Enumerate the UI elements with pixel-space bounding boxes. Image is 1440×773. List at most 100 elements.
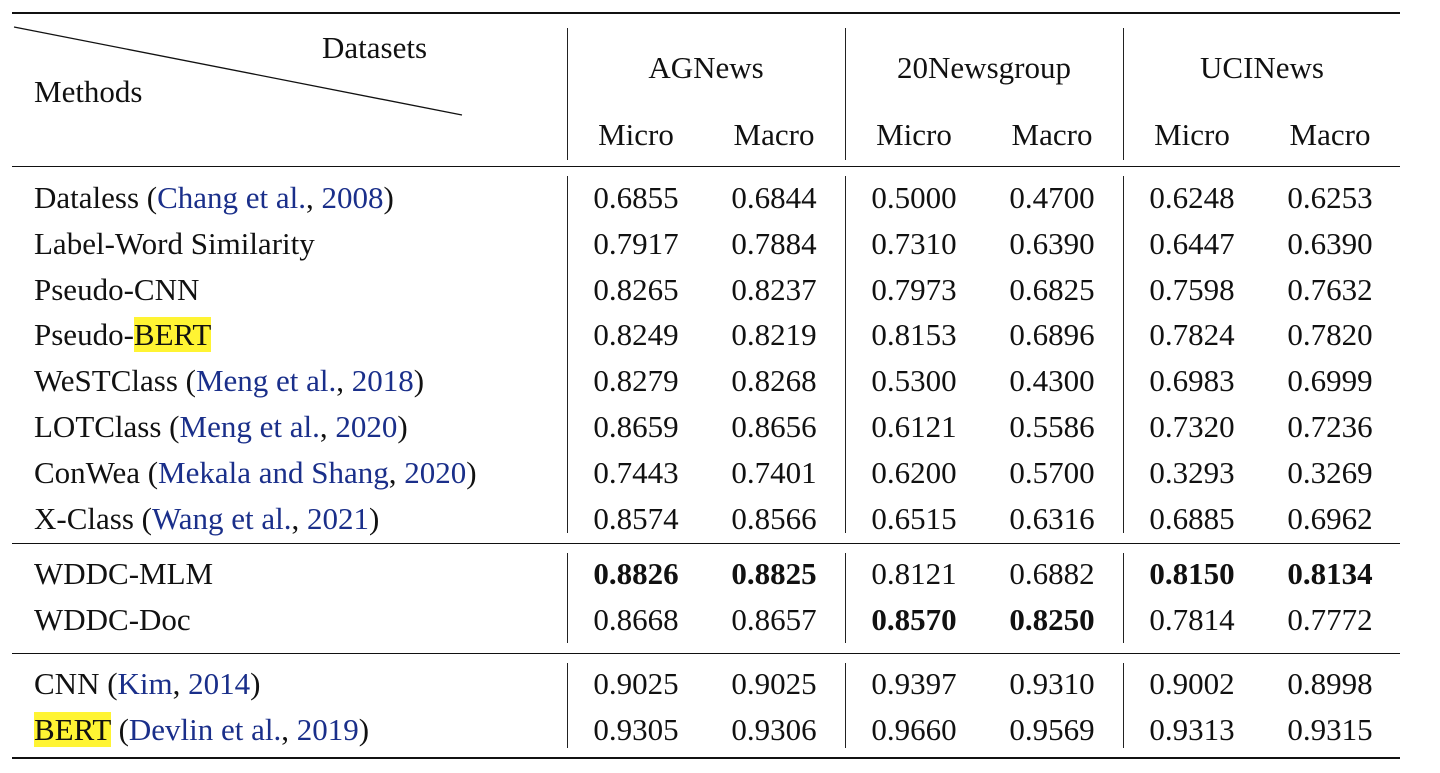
- citation-link[interactable]: 2020: [335, 409, 398, 444]
- score-cell: 0.7772: [1287, 601, 1373, 637]
- citation-link[interactable]: Meng et al.: [195, 363, 337, 399]
- citation-link[interactable]: Meng et al.: [179, 409, 320, 444]
- method-text: ,: [336, 363, 352, 399]
- top-rule: [12, 12, 1400, 14]
- score-cell: 0.6882: [1009, 556, 1095, 591]
- corner-methods-label: Methods: [34, 74, 143, 109]
- method-text: ,: [319, 409, 336, 444]
- highlighted-text: BERT: [34, 711, 111, 747]
- score-cell: 0.6447: [1149, 225, 1235, 261]
- score-cell: 0.5000: [871, 180, 957, 215]
- score-cell: 0.6885: [1149, 500, 1235, 536]
- method-text: (: [110, 711, 129, 747]
- score-cell: 0.7401: [731, 454, 817, 490]
- score-cell: 0.8825: [731, 556, 817, 591]
- citation-link[interactable]: 2018: [351, 363, 414, 399]
- method-text: ): [397, 409, 408, 444]
- column-divider: [845, 663, 847, 748]
- method-name: CNN (Kim, 2014): [34, 666, 260, 702]
- score-cell: 0.8826: [593, 556, 679, 591]
- score-cell: 0.3293: [1149, 454, 1235, 490]
- metric-header: Macro: [1289, 117, 1371, 152]
- score-cell: 0.6253: [1287, 180, 1373, 215]
- method-text: ): [369, 500, 380, 536]
- score-cell: 0.8268: [731, 363, 817, 399]
- score-cell: 0.6390: [1287, 225, 1373, 261]
- score-cell: 0.8265: [593, 271, 679, 307]
- score-cell: 0.8153: [871, 317, 957, 353]
- score-cell: 0.4300: [1009, 363, 1095, 399]
- score-cell: 0.8656: [731, 409, 817, 444]
- score-cell: 0.8134: [1287, 556, 1373, 591]
- column-divider: [567, 28, 569, 160]
- method-name: WeSTClass (Meng et al., 2018): [34, 363, 424, 399]
- score-cell: 0.7973: [871, 271, 957, 307]
- score-cell: 0.9569: [1009, 711, 1095, 747]
- method-text: ): [383, 180, 394, 215]
- method-name: Dataless (Chang et al., 2008): [34, 180, 394, 216]
- metric-header: Micro: [876, 117, 952, 152]
- score-cell: 0.7598: [1149, 271, 1235, 307]
- score-cell: 0.7236: [1287, 409, 1373, 444]
- header-rule: [12, 166, 1400, 168]
- method-name: WDDC-MLM: [34, 556, 213, 592]
- score-cell: 0.7320: [1149, 409, 1235, 444]
- method-text: Pseudo-: [34, 317, 134, 353]
- method-name: Pseudo-CNN: [34, 272, 199, 308]
- score-cell: 0.8574: [593, 500, 679, 536]
- method-name: WDDC-Doc: [34, 602, 191, 638]
- metric-header: Macro: [1011, 117, 1093, 152]
- method-text: ,: [388, 454, 405, 490]
- column-divider: [1123, 28, 1125, 160]
- method-name: ConWea (Mekala and Shang, 2020): [34, 455, 477, 491]
- metric-header: Micro: [598, 117, 674, 152]
- score-cell: 0.6248: [1149, 180, 1235, 215]
- dataset-header-ucinews: UCINews: [1200, 50, 1324, 85]
- group-rule-1: [12, 543, 1400, 545]
- column-divider: [1123, 553, 1125, 643]
- citation-link[interactable]: Chang et al.: [157, 180, 307, 215]
- group-rule-2: [12, 653, 1400, 655]
- method-name: X-Class (Wang et al., 2021): [34, 501, 379, 537]
- method-text: ,: [291, 500, 307, 536]
- score-cell: 0.7310: [871, 225, 957, 261]
- citation-link[interactable]: Wang et al.: [151, 500, 292, 536]
- score-cell: 0.9397: [871, 666, 957, 701]
- method-text: WeSTClass (: [34, 363, 196, 399]
- score-cell: 0.8219: [731, 317, 817, 353]
- method-name: LOTClass (Meng et al., 2020): [34, 409, 408, 445]
- score-cell: 0.7632: [1287, 271, 1373, 307]
- citation-link[interactable]: 2020: [404, 454, 467, 490]
- citation-link[interactable]: Kim: [117, 666, 173, 701]
- citation-link[interactable]: 2021: [307, 500, 369, 536]
- score-cell: 0.9313: [1149, 711, 1235, 747]
- score-cell: 0.8150: [1149, 556, 1235, 591]
- score-cell: 0.6316: [1009, 500, 1095, 536]
- method-text: ,: [281, 711, 297, 747]
- score-cell: 0.8121: [871, 556, 957, 591]
- citation-link[interactable]: 2014: [188, 666, 251, 701]
- score-cell: 0.7917: [593, 225, 679, 261]
- metric-header: Micro: [1154, 117, 1230, 152]
- score-cell: 0.4700: [1009, 180, 1095, 215]
- method-name: Label-Word Similarity: [34, 226, 315, 262]
- citation-link[interactable]: 2019: [296, 711, 359, 747]
- citation-link[interactable]: Devlin et al.: [128, 711, 282, 747]
- method-text: Pseudo-CNN: [34, 271, 200, 307]
- score-cell: 0.6200: [871, 454, 957, 490]
- method-text: LOTClass (: [34, 409, 180, 444]
- score-cell: 0.8657: [731, 601, 817, 637]
- citation-link[interactable]: 2008: [321, 180, 384, 215]
- column-divider: [567, 553, 569, 643]
- score-cell: 0.9025: [731, 666, 817, 701]
- citation-link[interactable]: Mekala and Shang: [158, 454, 389, 490]
- score-cell: 0.3269: [1287, 454, 1373, 490]
- method-text: WDDC-MLM: [34, 556, 214, 591]
- score-cell: 0.6844: [731, 180, 817, 215]
- score-cell: 0.6896: [1009, 317, 1095, 353]
- metric-header: Macro: [733, 117, 815, 152]
- score-cell: 0.7814: [1149, 601, 1235, 637]
- score-cell: 0.5700: [1009, 454, 1095, 490]
- corner-datasets-label: Datasets: [322, 30, 428, 65]
